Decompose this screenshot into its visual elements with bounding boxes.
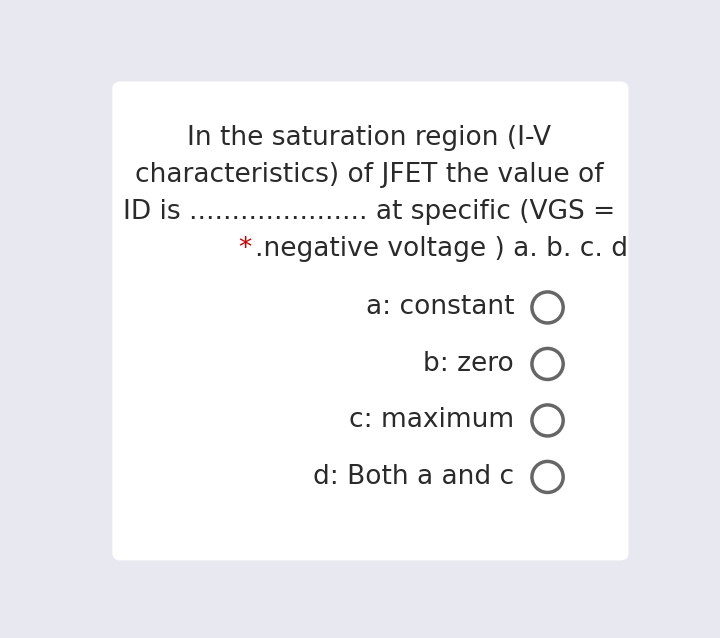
Text: d: Both a and c: d: Both a and c <box>313 464 514 490</box>
Text: c: maximum: c: maximum <box>349 408 514 433</box>
FancyBboxPatch shape <box>112 82 629 560</box>
Text: *: * <box>238 235 251 262</box>
Text: .negative voltage ) a. b. c. d: .negative voltage ) a. b. c. d <box>255 235 628 262</box>
Text: characteristics) of JFET the value of: characteristics) of JFET the value of <box>135 162 603 188</box>
Text: ID is ..................... at specific (VGS =: ID is ..................... at specific … <box>123 198 615 225</box>
Text: b: zero: b: zero <box>423 351 514 377</box>
Text: In the saturation region (I-V: In the saturation region (I-V <box>187 125 551 151</box>
Text: a: constant: a: constant <box>366 295 514 320</box>
